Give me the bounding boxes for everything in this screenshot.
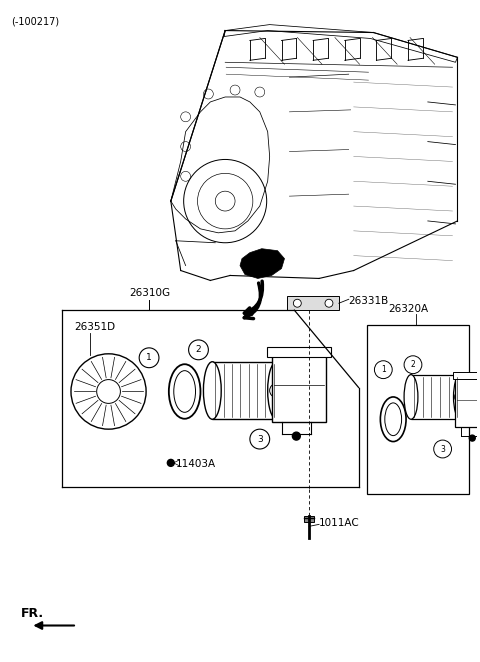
Text: 3: 3 xyxy=(440,444,445,453)
Ellipse shape xyxy=(454,375,468,419)
Ellipse shape xyxy=(268,361,286,419)
Circle shape xyxy=(374,361,392,379)
Circle shape xyxy=(404,355,422,373)
Text: 1011AC: 1011AC xyxy=(319,518,360,528)
Circle shape xyxy=(434,440,452,458)
Bar xyxy=(411,375,460,419)
Ellipse shape xyxy=(204,361,221,419)
Bar xyxy=(212,361,276,419)
Ellipse shape xyxy=(385,403,402,436)
Ellipse shape xyxy=(174,371,195,412)
Text: 2: 2 xyxy=(196,346,201,354)
Text: (-100217): (-100217) xyxy=(11,17,59,26)
Text: 3: 3 xyxy=(257,434,263,444)
Text: FR.: FR. xyxy=(21,607,44,620)
Circle shape xyxy=(139,348,159,367)
Text: 1: 1 xyxy=(381,365,386,374)
Bar xyxy=(456,377,480,427)
Text: 26351D: 26351D xyxy=(74,322,115,332)
Text: 11403A: 11403A xyxy=(176,459,216,469)
Circle shape xyxy=(469,435,475,441)
Polygon shape xyxy=(240,249,285,279)
Bar xyxy=(272,355,326,422)
Ellipse shape xyxy=(169,364,201,419)
Circle shape xyxy=(293,299,301,307)
Circle shape xyxy=(455,391,467,403)
Text: 26331B: 26331B xyxy=(349,297,389,307)
FancyArrowPatch shape xyxy=(244,281,263,314)
Circle shape xyxy=(250,429,270,449)
Circle shape xyxy=(325,299,333,307)
Circle shape xyxy=(189,340,208,359)
Circle shape xyxy=(292,432,300,440)
Circle shape xyxy=(168,459,174,466)
Ellipse shape xyxy=(404,375,418,419)
Text: 26310G: 26310G xyxy=(129,288,170,299)
Text: 26320A: 26320A xyxy=(388,304,428,314)
Circle shape xyxy=(270,383,284,397)
Bar xyxy=(453,371,480,379)
Text: 1: 1 xyxy=(146,354,152,362)
Text: 2: 2 xyxy=(410,360,415,369)
FancyArrowPatch shape xyxy=(36,622,74,629)
Bar xyxy=(304,516,314,522)
Bar xyxy=(267,347,331,357)
Circle shape xyxy=(71,354,146,429)
Bar xyxy=(367,325,469,494)
Ellipse shape xyxy=(380,397,406,442)
Bar xyxy=(288,297,339,310)
